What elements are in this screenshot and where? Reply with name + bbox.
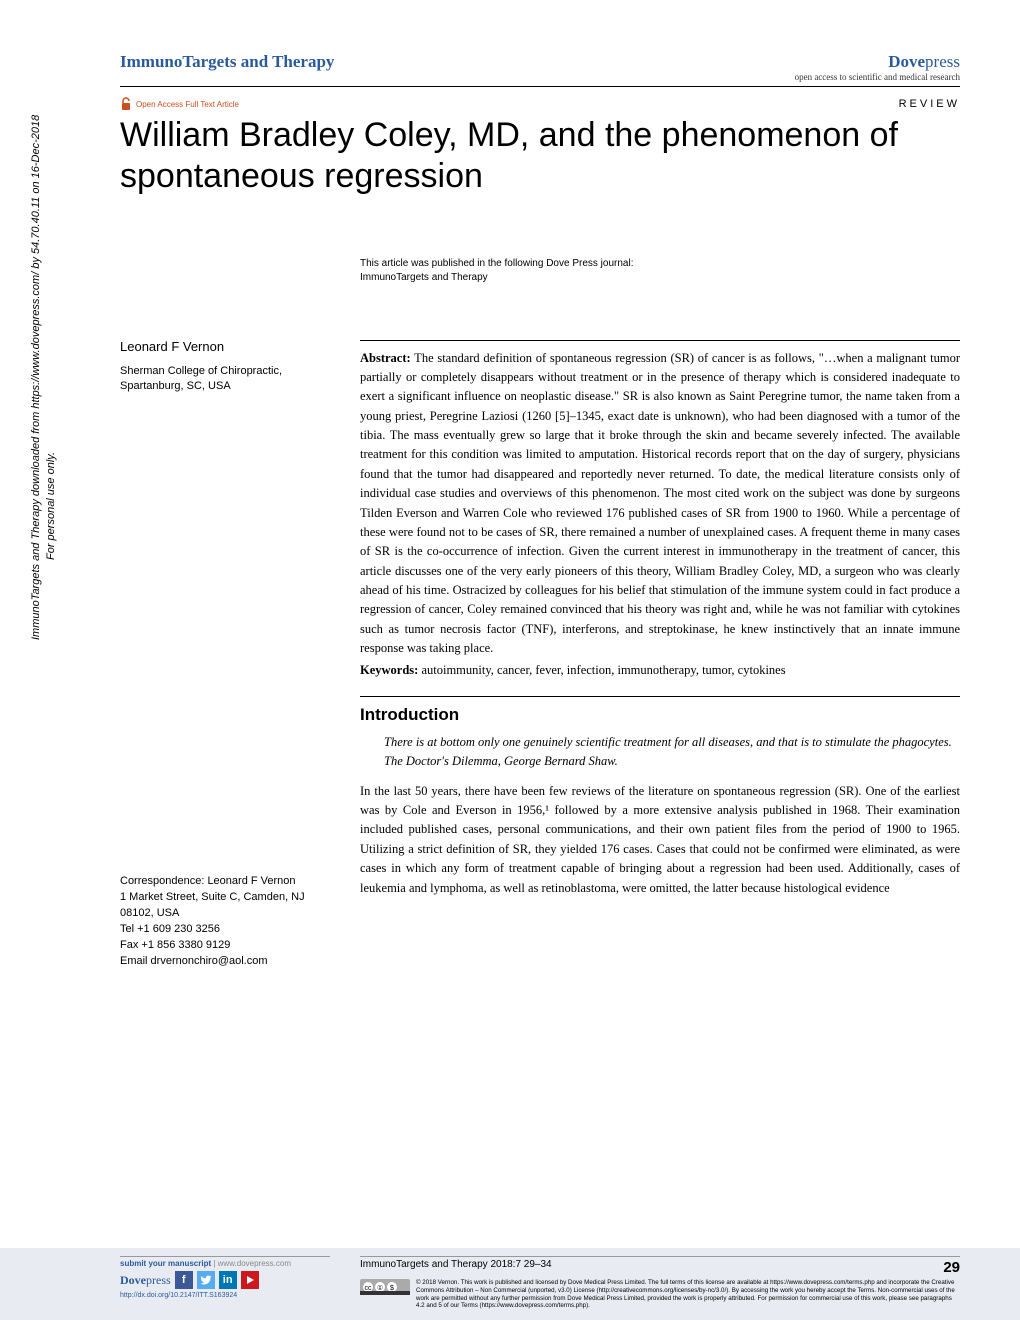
header: ImmunoTargets and Therapy Dovepress open… xyxy=(120,52,960,87)
introduction-heading: Introduction xyxy=(360,696,960,725)
page-footer: submit your manuscript | www.dovepress.c… xyxy=(0,1248,1020,1320)
correspondence-address: 1 Market Street, Suite C, Camden, NJ 081… xyxy=(120,890,330,922)
abstract: Abstract: The standard definition of spo… xyxy=(360,349,960,659)
publisher-block: Dovepress open access to scientific and … xyxy=(795,52,960,82)
correspondence-fax: Fax +1 856 3380 9129 xyxy=(120,938,330,954)
left-column: Leonard F Vernon Sherman College of Chir… xyxy=(120,257,330,970)
author-name: Leonard F Vernon xyxy=(120,339,330,354)
footer-left: submit your manuscript | www.dovepress.c… xyxy=(120,1256,330,1310)
svg-text:$: $ xyxy=(390,1285,394,1292)
cc-badge-icon: cc ① $ xyxy=(360,1279,410,1310)
publication-note: This article was published in the follow… xyxy=(360,257,960,285)
submit-prefix: submit your manuscript xyxy=(120,1259,211,1268)
open-lock-icon xyxy=(120,97,132,111)
correspondence-block: Correspondence: Leonard F Vernon 1 Marke… xyxy=(120,874,330,970)
facebook-icon[interactable]: f xyxy=(175,1271,193,1289)
keywords-list: autoimmunity, cancer, fever, infection, … xyxy=(418,663,785,677)
brand-suffix: press xyxy=(925,52,960,71)
twitter-icon[interactable] xyxy=(197,1271,215,1289)
brand-prefix: Dove xyxy=(888,52,925,71)
pub-note-line2: ImmunoTargets and Therapy xyxy=(360,271,960,285)
citation: ImmunoTargets and Therapy 2018:7 29–34 xyxy=(360,1259,552,1276)
abstract-label: Abstract: xyxy=(360,351,411,365)
pub-note-line1: This article was published in the follow… xyxy=(360,257,960,271)
article-type-label: REVIEW xyxy=(899,98,960,110)
access-row: Open Access Full Text Article REVIEW xyxy=(120,97,960,111)
introduction-epigraph: There is at bottom only one genuinely sc… xyxy=(384,733,960,772)
correspondence-tel: Tel +1 609 230 3256 xyxy=(120,922,330,938)
introduction-body: In the last 50 years, there have been fe… xyxy=(360,782,960,898)
correspondence-email: Email drvernonchiro@aol.com xyxy=(120,954,330,970)
youtube-icon[interactable] xyxy=(241,1271,259,1289)
keywords-label: Keywords: xyxy=(360,663,418,677)
license-text: © 2018 Vernon. This work is published an… xyxy=(416,1279,960,1310)
submit-url: | www.dovepress.com xyxy=(211,1259,291,1268)
publisher-brand[interactable]: Dovepress xyxy=(795,52,960,72)
social-row: Dovepress f in xyxy=(120,1271,330,1289)
publisher-tagline: open access to scientific and medical re… xyxy=(795,72,960,82)
author-affiliation: Sherman College of Chiropractic, Spartan… xyxy=(120,364,330,395)
page-number: 29 xyxy=(943,1259,960,1276)
abstract-body: The standard definition of spontaneous r… xyxy=(360,351,960,656)
linkedin-icon[interactable]: in xyxy=(219,1271,237,1289)
svg-text:①: ① xyxy=(377,1284,383,1292)
open-access-text: Open Access Full Text Article xyxy=(136,100,239,109)
journal-name: ImmunoTargets and Therapy xyxy=(120,52,334,72)
divider xyxy=(360,340,960,341)
right-column: This article was published in the follow… xyxy=(360,257,960,970)
doi-link[interactable]: http://dx.doi.org/10.2147/ITT.S163924 xyxy=(120,1292,330,1299)
svg-text:cc: cc xyxy=(365,1285,373,1292)
footer-right: ImmunoTargets and Therapy 2018:7 29–34 2… xyxy=(360,1256,960,1310)
article-title: William Bradley Coley, MD, and the pheno… xyxy=(120,115,960,197)
correspondence-label: Correspondence: Leonard F Vernon xyxy=(120,874,330,890)
footer-brand[interactable]: Dovepress xyxy=(120,1273,171,1288)
keywords: Keywords: autoimmunity, cancer, fever, i… xyxy=(360,661,960,680)
license-block: cc ① $ © 2018 Vernon. This work is publi… xyxy=(360,1279,960,1310)
submit-manuscript-link[interactable]: submit your manuscript | www.dovepress.c… xyxy=(120,1256,330,1268)
open-access-badge[interactable]: Open Access Full Text Article xyxy=(120,97,239,111)
